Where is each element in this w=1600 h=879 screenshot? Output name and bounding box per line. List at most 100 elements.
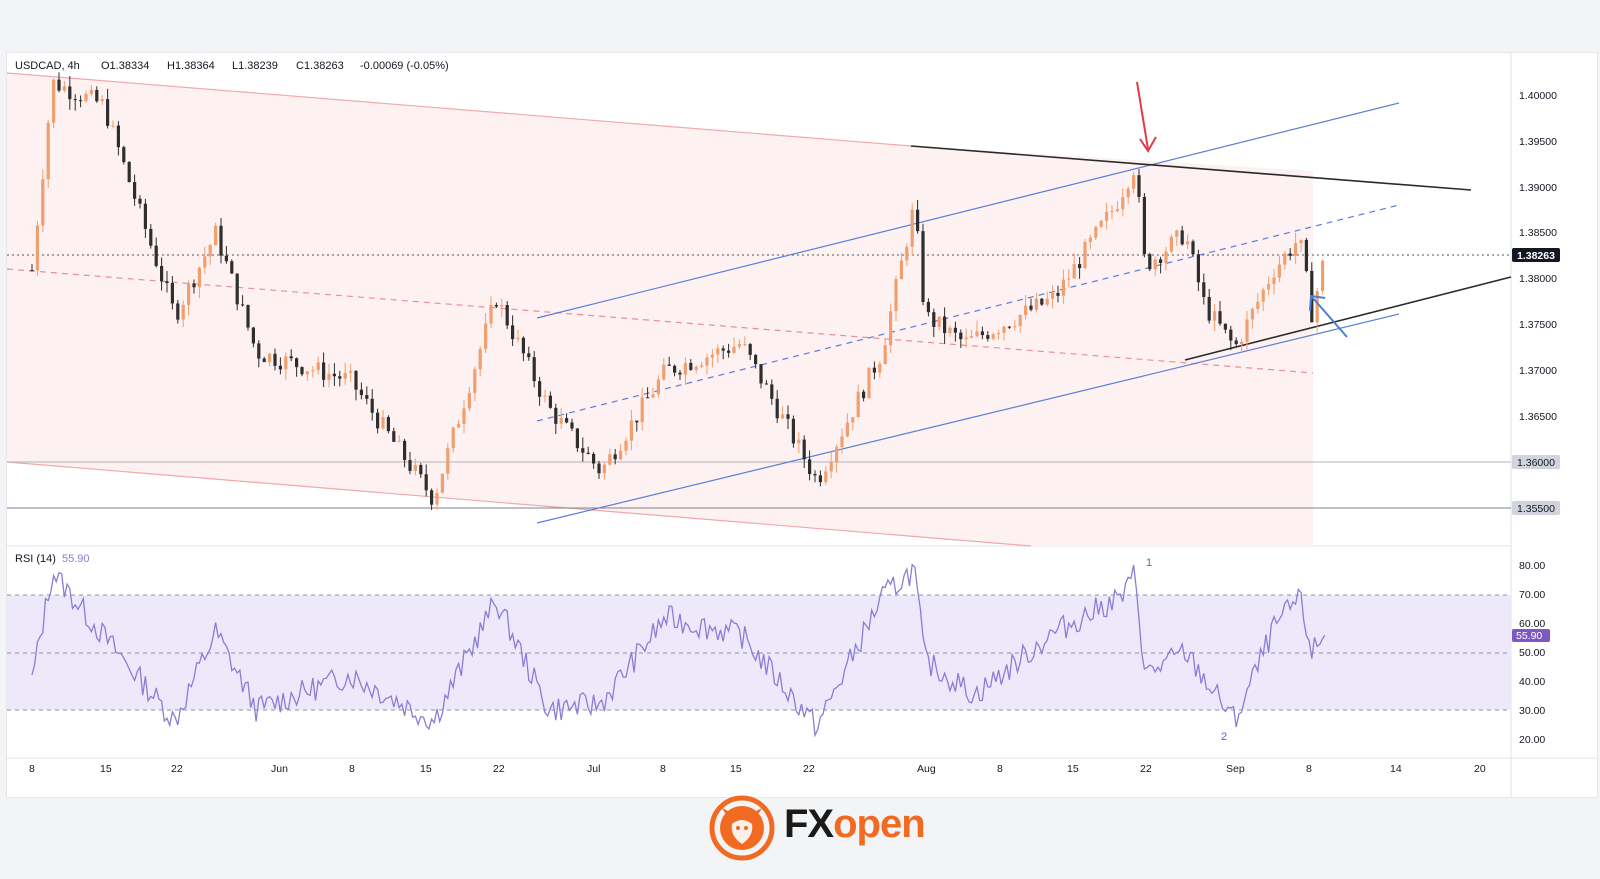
candle-body [721,348,725,351]
candle-body [127,162,131,183]
candle-body [1250,308,1254,320]
level-1355-tag [1512,501,1560,515]
candle-body [1159,259,1163,263]
candle-body [246,305,250,328]
candle-body [133,182,137,199]
candle-body [257,343,261,359]
candle-body [241,304,245,306]
bull-emblem-icon [709,795,775,861]
candle-body [154,245,158,266]
candle-body [116,125,120,148]
candle-body [1175,230,1179,237]
candle-body [953,327,957,333]
candle-body [160,265,164,282]
candle-body [748,344,752,355]
candle-body [1283,253,1287,265]
candle-body [689,362,693,370]
candle-body [1110,211,1114,213]
candle-body [1013,326,1017,328]
candle-body [856,391,860,418]
candle-body [878,364,882,373]
candle-body [619,450,623,460]
candle-body [1088,237,1092,242]
candle-body [899,260,903,280]
rsi-marker-1: 1 [1146,557,1152,569]
price-tick: 1.36500 [1519,411,1557,423]
candle-body [943,316,947,334]
candle-body [516,337,520,340]
candle-body [68,86,72,100]
price-tick: 1.39000 [1519,182,1557,194]
candle-body [392,431,396,442]
time-tick: 8 [997,763,1003,775]
blue-arrow [1309,294,1348,338]
candle-body [1040,298,1044,305]
candle-body [948,327,952,334]
time-tick: 15 [100,763,112,775]
candle-body [565,418,569,423]
candle-body [916,209,920,232]
candle-body [224,255,228,262]
candle-body [251,327,255,344]
candle-body [964,337,968,340]
candle-body [608,454,612,465]
candle-body [278,365,282,370]
candle-body [1234,340,1238,345]
time-tick: Jul [587,763,600,775]
rsi-current-label: 55.90 [1516,630,1542,642]
descending-channel-median [7,268,1314,374]
candle-body [214,225,218,246]
candle-body [446,448,450,474]
candle-body [1294,243,1298,256]
candle-body [970,336,974,338]
rsi-tick: 20.00 [1519,734,1545,746]
candle-body [1029,305,1033,310]
candle-body [635,420,639,423]
price-tick: 1.37000 [1519,365,1557,377]
candle-body [300,367,304,375]
candle-body [1315,291,1319,323]
rsi-marker-2: 2 [1221,731,1227,743]
candle-body [41,179,45,226]
candle-body [424,474,428,491]
candle-body [511,325,515,340]
candle-body [602,464,606,474]
candle-body [662,364,666,380]
rsi-tick: 70.00 [1519,589,1545,601]
candle-body [1078,264,1082,269]
candle-body [327,373,331,380]
candle-body [840,436,844,447]
candle-body [1007,326,1011,328]
candle-body [106,99,110,126]
candle-body [1018,315,1022,327]
candle-body [1067,278,1071,280]
candle-body [867,367,871,399]
candle-body [462,408,466,424]
candle-body [316,362,320,371]
candle-body [521,337,525,354]
candle-body [284,356,288,370]
candle-body [1083,241,1087,269]
candle-body [262,358,266,363]
rsi-tick: 50.00 [1519,647,1545,659]
candle-body [1056,292,1060,296]
candle-body [1034,298,1038,310]
candle-body [727,350,731,353]
candle-body [802,439,806,460]
open-value: O1.38334 [101,60,149,72]
candle-body [548,395,552,408]
candle-body [775,398,779,419]
candle-body [1153,259,1157,270]
candle-body [1299,239,1303,244]
candle-body [646,397,650,399]
candle-body [73,99,77,101]
candle-body [1105,211,1109,221]
candle-body [862,391,866,399]
candle-body [494,304,498,307]
candle-body [921,231,925,303]
current-price-tag [1512,248,1560,262]
candle-body [489,304,493,324]
candle-body [332,373,336,377]
candle-body [538,381,542,397]
level-1360-label: 1.36000 [1517,457,1555,469]
